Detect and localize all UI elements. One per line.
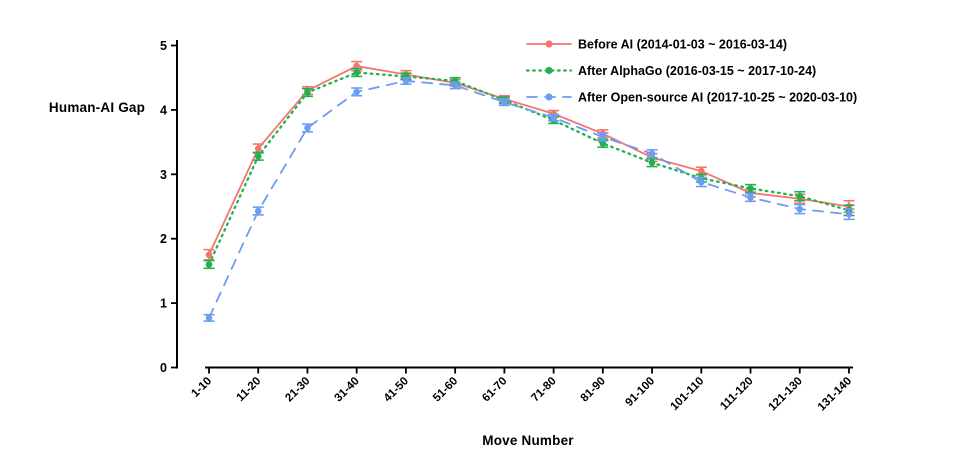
data-point (304, 89, 311, 96)
data-point (796, 192, 804, 200)
x-tick-label: 31-40 (333, 375, 362, 404)
x-tick-label: 71-80 (529, 375, 558, 404)
data-point (599, 140, 607, 147)
x-tick-label: 21-30 (283, 375, 312, 404)
y-tick-label: 5 (160, 39, 167, 53)
data-point (451, 82, 459, 89)
x-tick-label: 91-100 (623, 375, 657, 409)
data-point (747, 194, 754, 201)
x-tick-label: 81-90 (579, 375, 608, 404)
data-point (501, 98, 508, 106)
data-point (698, 167, 705, 175)
data-point (698, 178, 705, 186)
legend-label: After Open-source AI (2017-10-25 ~ 2020-… (578, 91, 857, 105)
data-point (353, 88, 360, 96)
legend-swatch-point (545, 93, 553, 101)
y-tick-label: 3 (160, 168, 167, 182)
y-tick-label: 4 (160, 103, 167, 117)
y-tick-label: 1 (160, 297, 167, 311)
data-point (353, 62, 360, 70)
legend-entry-1: After AlphaGo (2016-03-15 ~ 2017-10-24) (525, 64, 816, 78)
data-point (402, 77, 410, 85)
legend: Before AI (2014-01-03 ~ 2016-03-14) After… (525, 38, 857, 105)
legend-label: Before AI (2014-01-03 ~ 2016-03-14) (578, 38, 787, 52)
y-tick-label: 0 (160, 361, 167, 375)
data-point (205, 261, 213, 268)
x-tick-label: 111-120 (718, 375, 755, 412)
legend-entry-2: After Open-source AI (2017-10-25 ~ 2020-… (526, 91, 857, 105)
legend-label: After AlphaGo (2016-03-15 ~ 2017-10-24) (578, 64, 816, 78)
legend-swatch-point (545, 40, 553, 48)
data-point (747, 185, 754, 192)
x-tick-label: 61-70 (480, 375, 509, 404)
x-tick-label: 11-20 (235, 375, 264, 404)
x-tick-label: 51-60 (431, 375, 460, 404)
y-tick-label: 2 (160, 232, 167, 246)
series-line (208, 65, 850, 256)
data-point (254, 152, 262, 160)
x-tick-label: 131-140 (816, 375, 854, 413)
data-point (648, 150, 656, 157)
x-axis-title: Move Number (482, 433, 574, 448)
data-point (599, 133, 607, 141)
data-point (254, 145, 262, 152)
x-tick-label: 1-10 (189, 375, 214, 400)
series-2 (203, 76, 855, 322)
data-point (304, 124, 311, 132)
series-line (207, 71, 851, 266)
x-tick-label: 41-50 (382, 375, 411, 404)
legend-entry-0: Before AI (2014-01-03 ~ 2016-03-14) (526, 38, 787, 52)
data-point (648, 159, 656, 167)
data-point (796, 205, 804, 213)
x-tick-label: 101-110 (669, 375, 707, 413)
y-axis-title: Human-AI Gap (48, 100, 146, 115)
x-tick-label: 121-130 (767, 375, 805, 413)
data-point (205, 314, 213, 322)
data-point (205, 251, 213, 259)
data-point (550, 114, 557, 121)
data-point (353, 69, 360, 76)
legend-swatch-point (545, 66, 553, 75)
data-point (254, 207, 262, 215)
data-point (845, 210, 853, 218)
series-line (208, 80, 850, 319)
